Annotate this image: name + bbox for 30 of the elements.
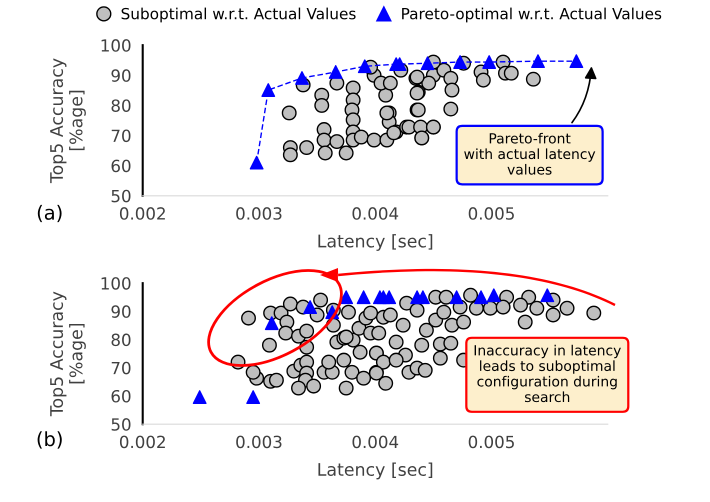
- x-axis-title: Latency [sec]: [318, 234, 432, 251]
- annotation: Inaccuracy in latency leads to suboptimal configuration during search: [474, 344, 621, 402]
- text: (b): [38, 431, 62, 449]
- y-tick-label: 100: [102, 277, 130, 290]
- legend-label: Suboptimal w.r.t. Actual Values: [122, 8, 356, 22]
- text: (a): [38, 204, 62, 222]
- y-tick-label: 60: [112, 160, 130, 172]
- x-tick-label: 0.004: [352, 436, 398, 448]
- y-tick-label: 80: [112, 334, 130, 346]
- legend-label: Pareto-optimal w.r.t. Actual Values: [402, 8, 662, 22]
- x-tick-label: 0.003: [236, 207, 282, 220]
- x-tick-label: 0.002: [120, 207, 165, 220]
- x-tick-label: 0.004: [352, 207, 398, 220]
- x-tick-label: 0.002: [120, 436, 165, 448]
- y-tick-label: 100: [102, 39, 130, 52]
- y-tick-label: 90: [111, 305, 130, 318]
- y-axis-title: Top5 Accuracy [%age]: [50, 58, 86, 184]
- x-tick-label: 0.003: [236, 436, 282, 448]
- y-axis-title: Top5 Accuracy [%age]: [50, 292, 86, 416]
- y-tick-label: 70: [112, 362, 130, 374]
- y-tick-label: 80: [112, 99, 130, 112]
- annotation: Pareto-front with actual latency values: [464, 132, 596, 175]
- y-tick-label: 70: [112, 130, 130, 142]
- x-axis-title: Latency [sec]: [318, 462, 432, 480]
- y-tick-label: 90: [111, 69, 130, 82]
- y-tick-label: 50: [112, 190, 130, 202]
- y-tick-label: 60: [112, 390, 130, 403]
- x-tick-label: 0.005: [468, 436, 514, 448]
- x-tick-label: 0.005: [468, 207, 514, 220]
- y-tick-label: 50: [112, 418, 130, 431]
